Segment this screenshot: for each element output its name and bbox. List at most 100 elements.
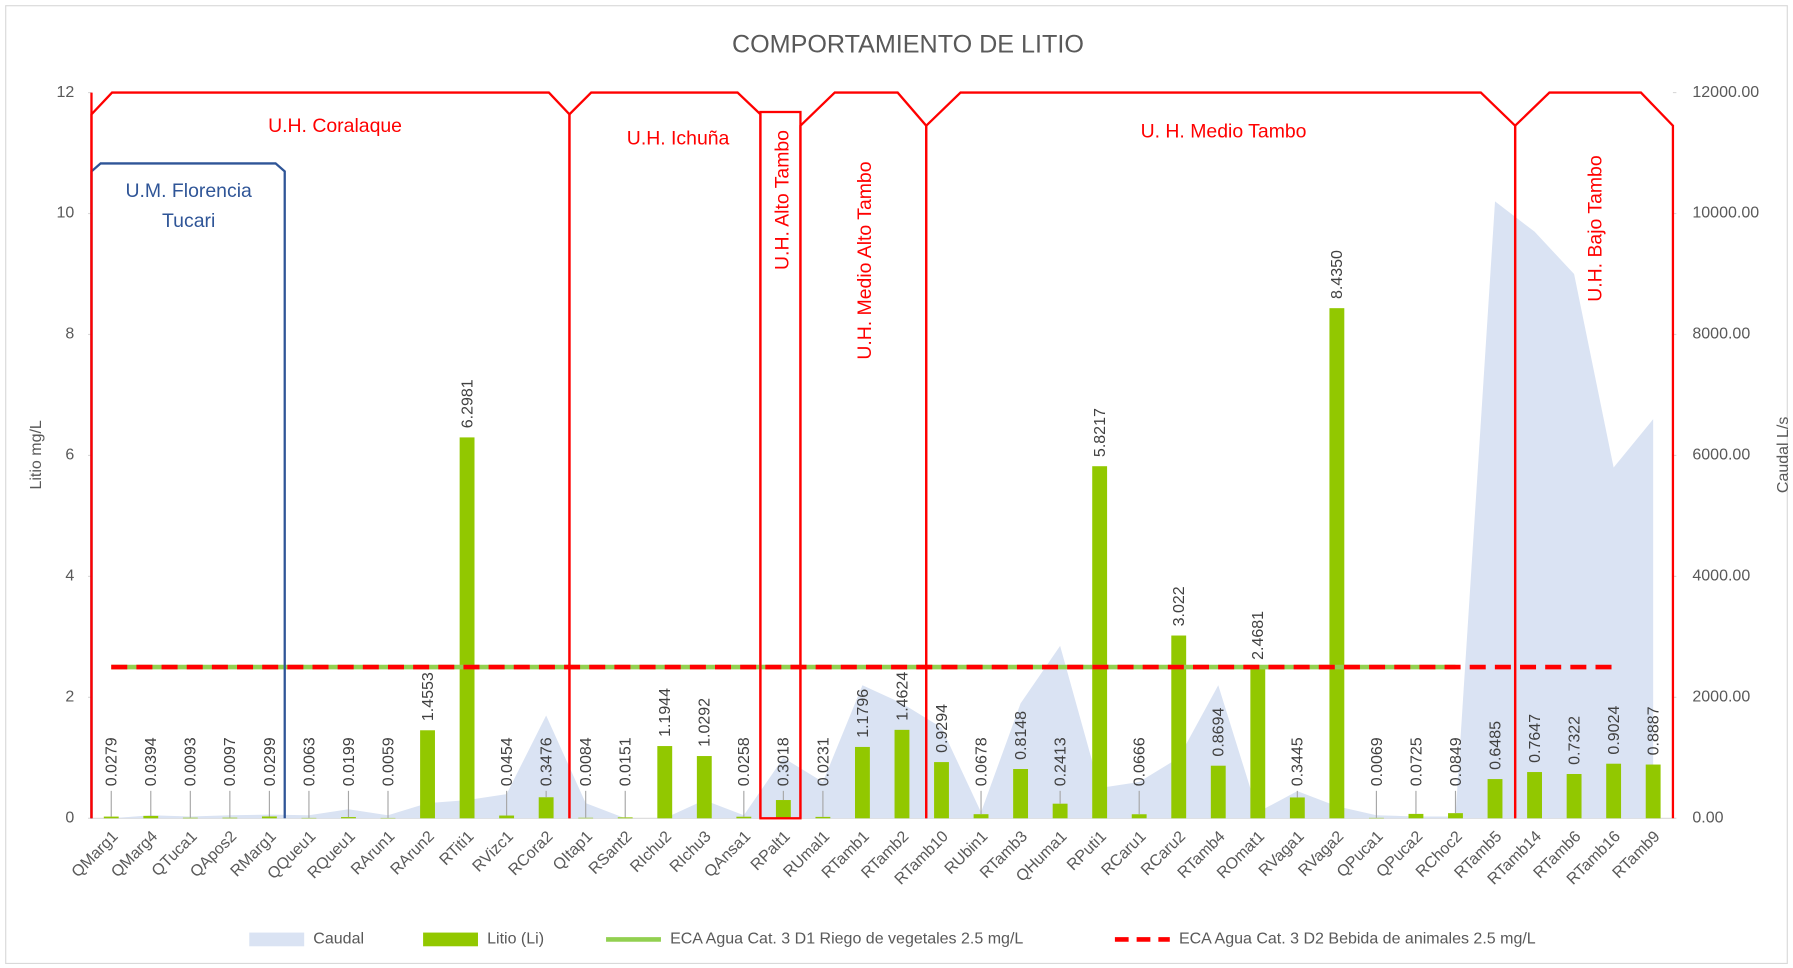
- data-label: 0.0849: [1448, 737, 1465, 786]
- legend: Caudal Litio (Li) ECA Agua Cat. 3 D1 Riego…: [249, 931, 1536, 948]
- data-label: 0.0151: [618, 737, 635, 786]
- data-label: 0.8148: [1013, 711, 1030, 760]
- region-label: U.H. Alto Tambo: [771, 130, 793, 270]
- bar: [1131, 814, 1147, 819]
- bar: [222, 817, 238, 819]
- data-label: 0.0725: [1408, 737, 1425, 786]
- bar: [499, 815, 515, 819]
- bar: [775, 800, 791, 819]
- bar: [815, 816, 831, 819]
- data-label: 0.0063: [301, 737, 318, 786]
- data-label: 0.8887: [1646, 706, 1663, 755]
- y2-tick-label: 8000.00: [1692, 326, 1750, 343]
- region-label: U. H. Medio Tambo: [1141, 121, 1307, 143]
- y-tick-label: 2: [65, 689, 74, 706]
- bar: [696, 756, 712, 819]
- y-tick-label: 12: [57, 84, 75, 101]
- data-label: 0.0093: [183, 737, 200, 786]
- bar: [341, 817, 356, 819]
- data-label: 0.0394: [143, 737, 160, 786]
- region-label: U.M. Florencia: [126, 180, 253, 202]
- data-label: 0.8694: [1211, 708, 1228, 757]
- y2-tick-label: 6000.00: [1692, 447, 1750, 464]
- y-tick-label: 6: [65, 447, 74, 464]
- data-label: 0.0279: [104, 737, 121, 786]
- bar: [934, 762, 949, 819]
- data-label: 0.9294: [934, 704, 951, 753]
- region-label: U.H. Medio Alto Tambo: [854, 161, 876, 359]
- data-label: 0.2413: [1052, 737, 1069, 786]
- y-tick-label: 10: [57, 205, 75, 222]
- data-label: 0.3018: [776, 737, 793, 786]
- bar: [1645, 764, 1661, 819]
- y2-tick-label: 10000.00: [1692, 205, 1759, 222]
- data-label: 0.0666: [1132, 737, 1149, 786]
- bar: [1171, 635, 1187, 819]
- y2-tick-label: 4000.00: [1692, 568, 1750, 585]
- data-label: 0.0299: [262, 737, 279, 786]
- legend-label: ECA Agua Cat. 3 D2 Bebida de animales 2.…: [1179, 931, 1536, 948]
- y2-axis-label: Caudal L/s: [1775, 417, 1792, 493]
- data-label: 1.4624: [894, 672, 911, 721]
- area: [111, 201, 1654, 819]
- bar: [617, 817, 633, 819]
- region-box: [1513, 91, 1675, 819]
- data-label: 0.6485: [1487, 721, 1504, 770]
- data-label: 0.9024: [1606, 706, 1623, 755]
- y2-tick-label: 2000.00: [1692, 689, 1750, 706]
- bar: [855, 746, 870, 819]
- bar: [578, 817, 594, 819]
- bar: [1250, 669, 1266, 819]
- bar: [1487, 779, 1503, 819]
- data-label: 0.0678: [973, 737, 990, 786]
- chart-title: COMPORTAMIENTO DE LITIO: [732, 30, 1084, 58]
- legend-swatch: [249, 932, 305, 947]
- bar: [1289, 797, 1305, 819]
- data-label: 8.4350: [1329, 250, 1346, 299]
- bar: [736, 816, 752, 819]
- data-label: 0.0069: [1369, 737, 1386, 786]
- bar: [420, 730, 435, 819]
- data-label: 0.3476: [539, 737, 556, 786]
- bar: [657, 746, 673, 819]
- legend-swatch: [423, 932, 478, 947]
- bar: [1566, 774, 1582, 819]
- data-label: 6.2981: [459, 379, 476, 428]
- bar: [538, 797, 554, 819]
- bar: [143, 815, 159, 819]
- bar: [1052, 803, 1068, 819]
- bar: [1329, 308, 1345, 819]
- data-label: 0.3445: [1290, 737, 1307, 786]
- y2-tick-label: 12000.00: [1692, 84, 1759, 101]
- y-axis-label: Litio mg/L: [28, 420, 45, 489]
- data-label: 0.0258: [736, 737, 753, 786]
- data-label: 0.0199: [341, 737, 358, 786]
- bar: [1210, 765, 1226, 819]
- data-label: 0.0059: [380, 737, 397, 786]
- data-label: 2.4681: [1250, 611, 1267, 660]
- bar: [1527, 772, 1542, 819]
- legend-label: ECA Agua Cat. 3 D1 Riego de vegetales 2.…: [670, 931, 1023, 948]
- data-label: 5.8217: [1092, 408, 1109, 457]
- data-label: 0.7322: [1566, 716, 1583, 765]
- bar: [182, 817, 198, 819]
- region-label: U.H. Bajo Tambo: [1584, 155, 1606, 301]
- data-label: 0.7647: [1527, 714, 1544, 763]
- legend-label: Litio (Li): [487, 931, 544, 948]
- region-label: Tucari: [162, 210, 215, 232]
- data-label: 0.0454: [499, 737, 516, 786]
- data-label: 1.1944: [657, 688, 674, 737]
- data-label: 1.1796: [855, 689, 872, 738]
- y-tick-label: 0: [65, 810, 74, 827]
- legend-label: Caudal: [313, 931, 364, 948]
- bar: [459, 437, 475, 819]
- bar: [894, 729, 910, 819]
- bar: [1408, 813, 1424, 819]
- data-label: 0.0084: [578, 737, 595, 786]
- bar: [973, 814, 989, 819]
- y-tick-label: 4: [65, 568, 74, 585]
- region-label: U.H. Coralaque: [268, 115, 402, 137]
- y-tick-label: 8: [65, 326, 74, 343]
- bar: [1448, 813, 1463, 819]
